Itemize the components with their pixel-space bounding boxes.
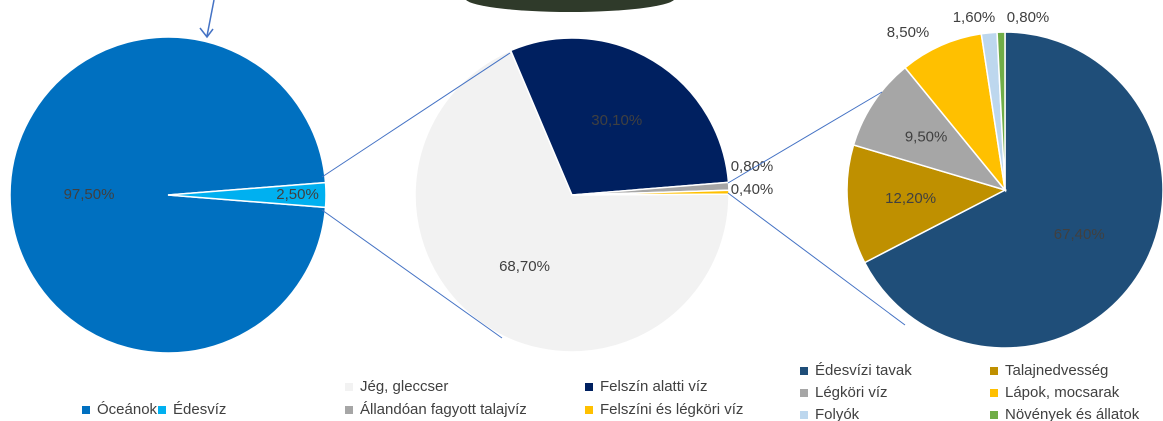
legend-swatch [800, 367, 808, 375]
legend-label: Óceánok [97, 401, 158, 418]
legend-swatch [345, 383, 353, 391]
legend-swatch [345, 406, 353, 414]
data-label: 68,70% [499, 258, 550, 275]
legend-swatch [158, 406, 166, 414]
data-label: 12,20% [885, 190, 936, 207]
legend-swatch [990, 367, 998, 375]
legend-swatch [585, 406, 593, 414]
legend-label: Folyók [815, 406, 860, 421]
legend-label: Jég, gleccser [360, 378, 448, 395]
data-label: 97,50% [64, 186, 115, 203]
image-fragment [465, 0, 675, 12]
legend-label: Édesvíz [173, 401, 226, 418]
arrow [207, 0, 214, 36]
data-label: 67,40% [1054, 226, 1105, 243]
data-label: 8,50% [887, 24, 930, 41]
legend-label: Édesvízi tavak [815, 362, 912, 379]
legend-label: Állandóan fagyott talajvíz [360, 401, 527, 418]
data-label: 0,80% [1007, 9, 1050, 26]
legend-swatch [990, 389, 998, 397]
legend-swatch [585, 383, 593, 391]
legend-label: Felszíni és légköri víz [600, 401, 743, 418]
legend-label: Növények és állatok [1005, 406, 1140, 421]
data-label: 2,50% [276, 186, 319, 203]
data-label: 9,50% [905, 128, 948, 145]
arrow-head [200, 28, 213, 37]
legend-swatch [990, 411, 998, 419]
legend-label: Felszín alatti víz [600, 378, 708, 395]
legend-swatch [82, 406, 90, 414]
legend-swatch [800, 389, 808, 397]
legend-label: Légköri víz [815, 384, 888, 401]
data-label: 30,10% [591, 112, 642, 129]
data-label: 1,60% [953, 9, 996, 26]
chart: 97,50% 2,50% Óceánok Édesvíz 68,70% 30,10% 0,8… [0, 0, 1163, 421]
legend-label: Lápok, mocsarak [1005, 384, 1120, 401]
data-label: 0,40% [731, 181, 774, 198]
legend-swatch [800, 411, 808, 419]
legend-label: Talajnedvesség [1005, 362, 1108, 379]
